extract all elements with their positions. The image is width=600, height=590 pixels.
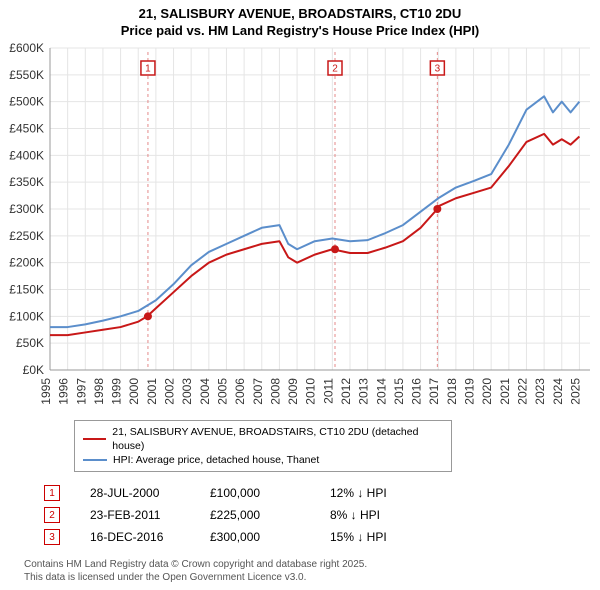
svg-text:3: 3 bbox=[435, 63, 441, 74]
title-line-1: 21, SALISBURY AVENUE, BROADSTAIRS, CT10 … bbox=[0, 6, 600, 23]
svg-text:1997: 1997 bbox=[74, 377, 88, 404]
footer-line-1: Contains HM Land Registry data © Crown c… bbox=[24, 558, 600, 571]
svg-text:2001: 2001 bbox=[145, 377, 159, 404]
svg-text:2009: 2009 bbox=[286, 377, 300, 404]
chart-container: 21, SALISBURY AVENUE, BROADSTAIRS, CT10 … bbox=[0, 0, 600, 590]
svg-text:1996: 1996 bbox=[57, 377, 71, 404]
sale-price: £300,000 bbox=[210, 530, 330, 544]
svg-text:2012: 2012 bbox=[339, 377, 353, 404]
svg-text:£150K: £150K bbox=[9, 282, 44, 296]
sale-price: £100,000 bbox=[210, 486, 330, 500]
svg-text:£400K: £400K bbox=[9, 148, 44, 162]
sale-marker-icon: 2 bbox=[44, 507, 60, 523]
legend-swatch-hpi bbox=[83, 459, 107, 461]
title-line-2: Price paid vs. HM Land Registry's House … bbox=[0, 23, 600, 40]
svg-text:£50K: £50K bbox=[16, 336, 44, 350]
svg-text:2023: 2023 bbox=[533, 377, 547, 404]
svg-text:2024: 2024 bbox=[551, 377, 565, 404]
svg-text:2006: 2006 bbox=[233, 377, 247, 404]
svg-text:2025: 2025 bbox=[568, 377, 582, 404]
svg-text:1: 1 bbox=[145, 63, 151, 74]
svg-text:1995: 1995 bbox=[39, 377, 53, 404]
svg-text:2000: 2000 bbox=[127, 377, 141, 404]
svg-text:2017: 2017 bbox=[427, 377, 441, 404]
sale-diff: 8% ↓ HPI bbox=[330, 508, 600, 522]
sale-marker-icon: 3 bbox=[44, 529, 60, 545]
legend-swatch-property bbox=[83, 438, 106, 440]
svg-text:1998: 1998 bbox=[92, 377, 106, 404]
svg-text:2013: 2013 bbox=[357, 377, 371, 404]
sale-row: 3 16-DEC-2016 £300,000 15% ↓ HPI bbox=[34, 526, 600, 548]
svg-text:£300K: £300K bbox=[9, 202, 44, 216]
legend: 21, SALISBURY AVENUE, BROADSTAIRS, CT10 … bbox=[74, 420, 452, 473]
legend-item-hpi: HPI: Average price, detached house, Than… bbox=[83, 453, 443, 467]
legend-item-property: 21, SALISBURY AVENUE, BROADSTAIRS, CT10 … bbox=[83, 425, 443, 453]
svg-text:2018: 2018 bbox=[445, 377, 459, 404]
svg-text:2010: 2010 bbox=[304, 377, 318, 404]
chart-title: 21, SALISBURY AVENUE, BROADSTAIRS, CT10 … bbox=[0, 0, 600, 40]
sale-diff: 12% ↓ HPI bbox=[330, 486, 600, 500]
svg-text:£550K: £550K bbox=[9, 68, 44, 82]
svg-text:£100K: £100K bbox=[9, 309, 44, 323]
sale-row: 2 23-FEB-2011 £225,000 8% ↓ HPI bbox=[34, 504, 600, 526]
line-chart: £0K £50K £100K £150K £200K £250K £300K £350K £40… bbox=[0, 40, 600, 420]
svg-text:£200K: £200K bbox=[9, 255, 44, 269]
sale-diff: 15% ↓ HPI bbox=[330, 530, 600, 544]
sale-row: 1 28-JUL-2000 £100,000 12% ↓ HPI bbox=[34, 482, 600, 504]
svg-text:£450K: £450K bbox=[9, 121, 44, 135]
svg-text:2: 2 bbox=[332, 63, 338, 74]
svg-text:£0K: £0K bbox=[23, 363, 44, 377]
footer-line-2: This data is licensed under the Open Gov… bbox=[24, 571, 600, 584]
svg-text:2007: 2007 bbox=[251, 377, 265, 404]
footer: Contains HM Land Registry data © Crown c… bbox=[24, 558, 600, 584]
svg-text:£500K: £500K bbox=[9, 94, 44, 108]
svg-text:2016: 2016 bbox=[410, 377, 424, 404]
sale-date: 16-DEC-2016 bbox=[90, 530, 210, 544]
sale-date: 23-FEB-2011 bbox=[90, 508, 210, 522]
svg-text:2002: 2002 bbox=[163, 377, 177, 404]
svg-text:2022: 2022 bbox=[515, 377, 529, 404]
sales-table: 1 28-JUL-2000 £100,000 12% ↓ HPI 2 23-FE… bbox=[34, 482, 600, 548]
sale-price: £225,000 bbox=[210, 508, 330, 522]
svg-text:2008: 2008 bbox=[268, 377, 282, 404]
svg-text:2019: 2019 bbox=[463, 377, 477, 404]
svg-text:2004: 2004 bbox=[198, 377, 212, 404]
svg-text:2020: 2020 bbox=[480, 377, 494, 404]
svg-text:2005: 2005 bbox=[215, 377, 229, 404]
svg-text:2015: 2015 bbox=[392, 377, 406, 404]
svg-text:2014: 2014 bbox=[374, 377, 388, 404]
sale-date: 28-JUL-2000 bbox=[90, 486, 210, 500]
svg-text:2021: 2021 bbox=[498, 377, 512, 404]
svg-text:£350K: £350K bbox=[9, 175, 44, 189]
svg-text:2011: 2011 bbox=[321, 377, 335, 403]
svg-text:£600K: £600K bbox=[9, 41, 44, 55]
legend-label-hpi: HPI: Average price, detached house, Than… bbox=[113, 453, 319, 467]
svg-text:2003: 2003 bbox=[180, 377, 194, 404]
legend-label-property: 21, SALISBURY AVENUE, BROADSTAIRS, CT10 … bbox=[112, 425, 443, 453]
svg-text:£250K: £250K bbox=[9, 229, 44, 243]
svg-text:1999: 1999 bbox=[110, 377, 124, 404]
sale-marker-icon: 1 bbox=[44, 485, 60, 501]
